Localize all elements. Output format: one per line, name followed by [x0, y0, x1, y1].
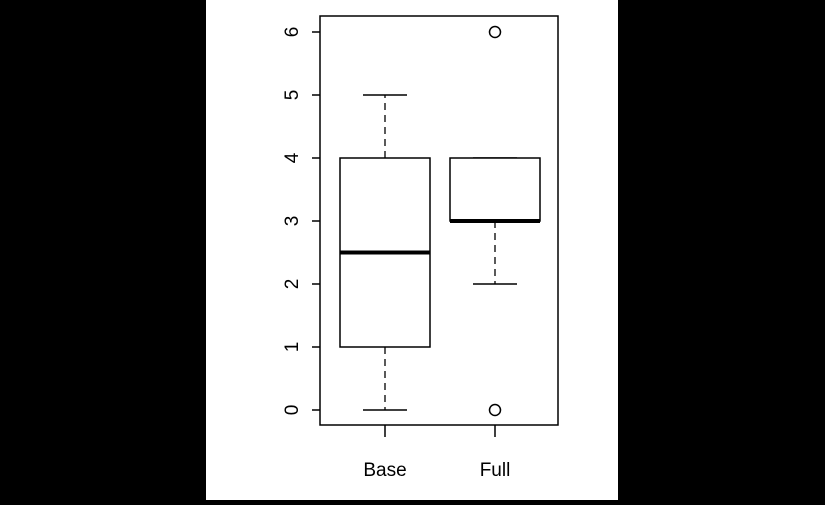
outlier-0	[488, 403, 502, 417]
x-axis: Base Full	[363, 425, 510, 481]
x-tick-label-1: Full	[480, 460, 511, 481]
y-tick-label-3: 3	[282, 216, 303, 227]
boxplot-chart: 0 1 2 3 4 5 6 Base Full	[282, 15, 559, 481]
box-1	[449, 25, 541, 417]
y-tick-label-6: 6	[282, 27, 303, 38]
y-tick-label-2: 2	[282, 279, 303, 290]
x-tick-label-0: Base	[363, 460, 406, 481]
y-tick-label-1: 1	[282, 342, 303, 353]
y-tick-label-0: 0	[282, 405, 303, 416]
y-axis: 0 1 2 3 4 5 6	[282, 27, 320, 416]
outlier-1	[488, 25, 502, 39]
boxes	[339, 25, 541, 417]
chart-canvas: 0 1 2 3 4 5 6 Base Full	[206, 0, 618, 500]
y-tick-label-5: 5	[282, 90, 303, 101]
box-0	[339, 94, 431, 411]
box-rect	[449, 157, 541, 222]
y-tick-label-4: 4	[282, 152, 303, 163]
